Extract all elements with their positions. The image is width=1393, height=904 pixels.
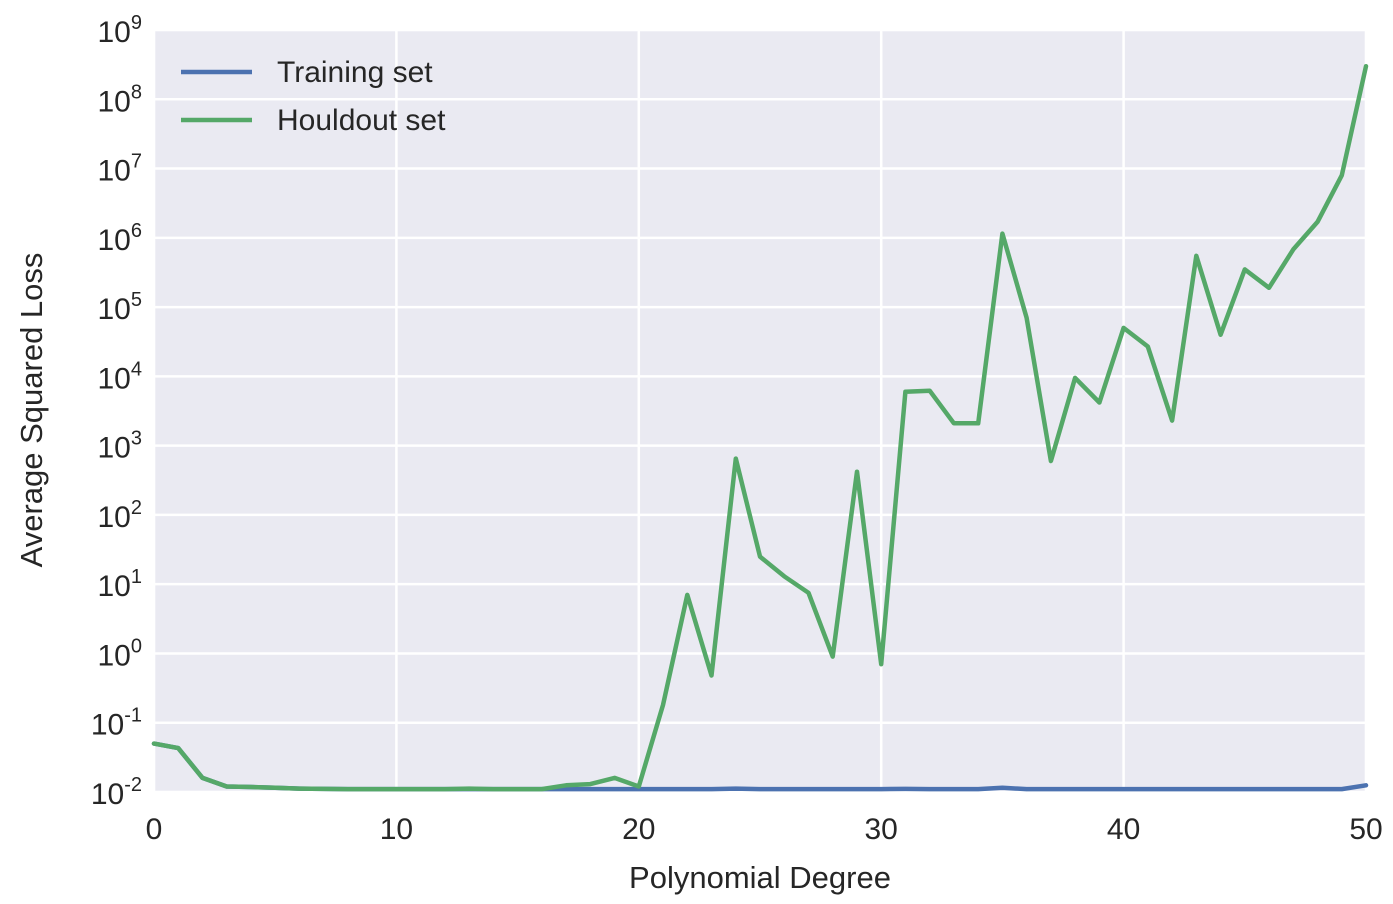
y-tick-label: 102 bbox=[98, 497, 143, 534]
y-tick-label: 101 bbox=[98, 566, 143, 603]
x-tick-label: 40 bbox=[1107, 813, 1140, 846]
y-axis-label: Average Squared Loss bbox=[14, 253, 49, 568]
y-tick-label: 100 bbox=[98, 635, 143, 672]
x-axis-ticks: 0 10 20 30 40 50 bbox=[146, 813, 1383, 846]
y-tick-label: 109 bbox=[98, 12, 143, 49]
legend-item: Houldout set bbox=[181, 104, 446, 137]
x-tick-label: 30 bbox=[865, 813, 898, 846]
y-tick-label: 105 bbox=[98, 289, 143, 326]
grid-lines bbox=[152, 28, 1368, 794]
y-axis-ticks: 10-2 10-1 100 101 102 103 104 105 106 107 108 109 bbox=[91, 12, 142, 811]
y-tick-label: 10-1 bbox=[91, 705, 142, 742]
legend-label: Houldout set bbox=[277, 104, 446, 137]
x-tick-label: 10 bbox=[380, 813, 413, 846]
x-tick-label: 20 bbox=[622, 813, 655, 846]
y-tick-label: 107 bbox=[98, 151, 143, 188]
x-tick-label: 0 bbox=[146, 813, 163, 846]
y-tick-label: 104 bbox=[98, 358, 143, 395]
y-tick-label: 103 bbox=[98, 428, 143, 465]
y-tick-label: 10-2 bbox=[91, 774, 142, 811]
legend-item: Training set bbox=[181, 56, 433, 89]
series-line-houldout-set bbox=[151, 63, 1369, 792]
plot-background bbox=[154, 30, 1366, 792]
y-tick-label: 108 bbox=[98, 81, 143, 118]
x-axis-label: Polynomial Degree bbox=[629, 860, 891, 895]
x-tick-label: 50 bbox=[1349, 813, 1382, 846]
legend-label: Training set bbox=[277, 56, 433, 89]
legend: Training set Houldout set bbox=[181, 56, 446, 137]
y-tick-label: 106 bbox=[98, 220, 143, 257]
series-lines bbox=[151, 63, 1369, 792]
